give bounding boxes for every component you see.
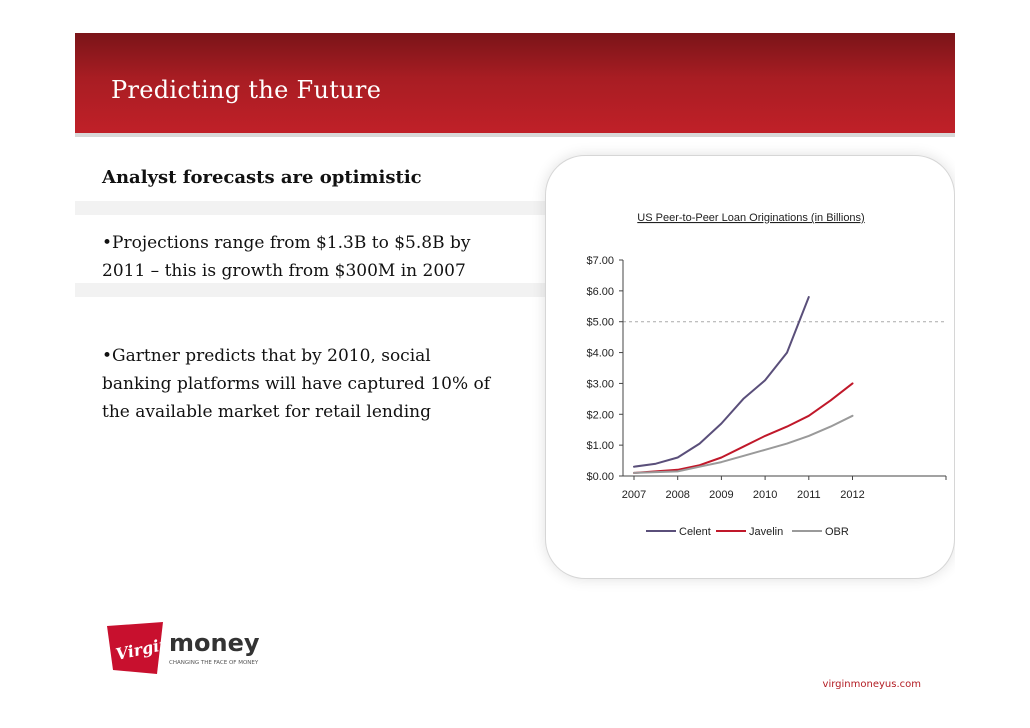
footer-url[interactable]: virginmoneyus.com — [822, 679, 921, 690]
y-tick-label: $0.00 — [586, 471, 614, 483]
y-tick-label: $2.00 — [586, 409, 614, 421]
x-tick-label: 2008 — [665, 489, 689, 501]
slide: Predicting the Future Analyst forecasts … — [75, 33, 955, 695]
series-line-obr — [633, 414, 854, 474]
chart-card: US Peer-to-Peer Loan Originations (in Bi… — [545, 155, 955, 579]
y-tick-label: $1.00 — [586, 440, 614, 452]
y-tick-label: $3.00 — [586, 378, 614, 390]
logo-badge — [107, 622, 163, 674]
slide-title: Predicting the Future — [111, 76, 382, 104]
legend-label-celent: Celent — [679, 526, 711, 538]
series-line-javelin — [633, 382, 854, 474]
y-tick-label: $7.00 — [586, 255, 614, 267]
y-tick-label: $6.00 — [586, 286, 614, 298]
chart-title: US Peer-to-Peer Loan Originations (in Bi… — [637, 212, 864, 224]
x-tick-label: 2012 — [840, 489, 864, 501]
bullet-1: •Projections range from $1.3B to $5.8B b… — [102, 233, 471, 281]
series-line-celent — [633, 296, 810, 468]
x-tick-label: 2007 — [622, 489, 646, 501]
legend-label-javelin: Javelin — [749, 526, 783, 538]
bullet-2: •Gartner predicts that by 2010, social b… — [102, 346, 491, 422]
slide-subtitle: Analyst forecasts are optimistic — [102, 167, 422, 188]
logo-tagline: CHANGING THE FACE OF MONEY — [169, 660, 259, 666]
x-tick-label: 2009 — [709, 489, 733, 501]
slide-header: Predicting the Future — [75, 33, 955, 137]
logo-wordmark: money — [169, 629, 260, 657]
y-tick-label: $5.00 — [586, 317, 614, 329]
legend-label-obr: OBR — [825, 526, 849, 538]
virgin-money-logo: Virgin money CHANGING THE FACE OF MONEY — [107, 622, 260, 674]
x-tick-label: 2010 — [753, 489, 777, 501]
line-chart: US Peer-to-Peer Loan Originations (in Bi… — [586, 212, 947, 538]
x-tick-label: 2011 — [797, 489, 821, 501]
y-tick-label: $4.00 — [586, 348, 614, 360]
